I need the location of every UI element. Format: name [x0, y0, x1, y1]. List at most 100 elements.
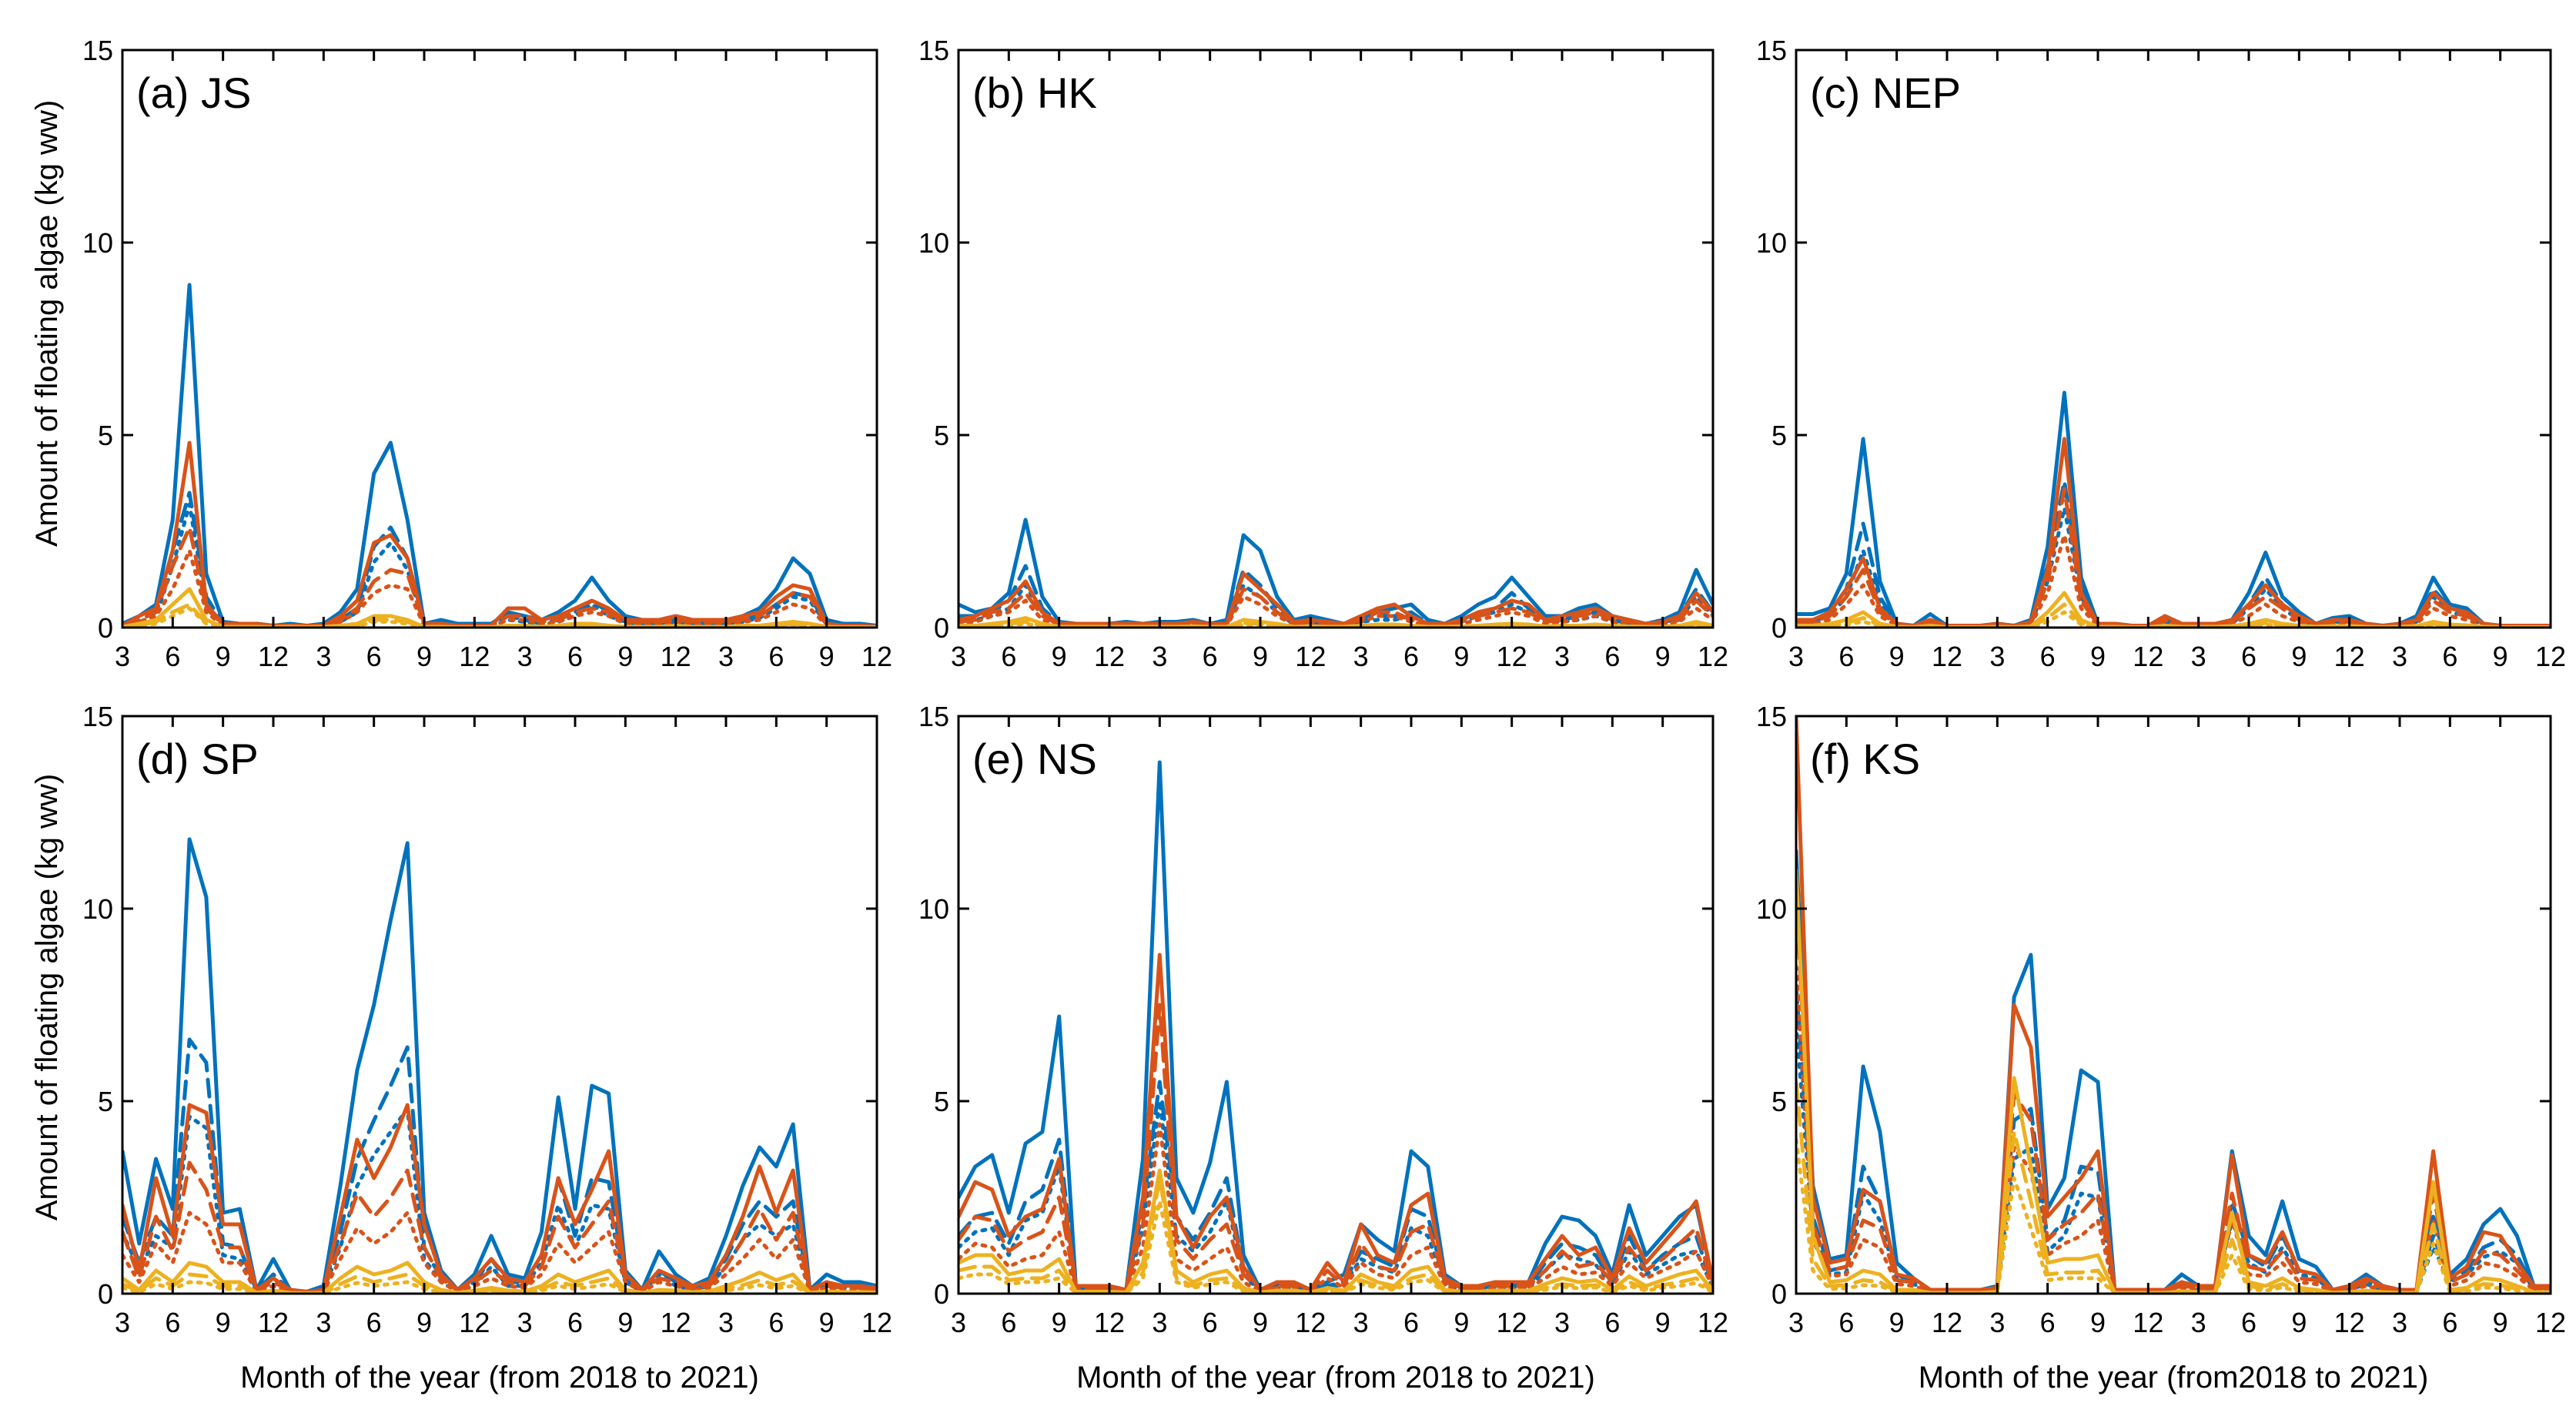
panel-c-xtick-label: 12 — [1932, 641, 1962, 672]
x-axis-label-d: Month of the year (from 2018 to 2021) — [240, 1361, 759, 1395]
panel-f-xtick-label: 6 — [2040, 1307, 2056, 1338]
panel-a-xtick-label: 6 — [567, 641, 583, 672]
panel-b-ytick-label: 5 — [934, 420, 949, 451]
panel-a-series-orange-solid — [122, 440, 877, 628]
panel-b-xtick-label: 6 — [1203, 641, 1218, 672]
panel-d: 0 5 10 15 3 6 9 12 3 6 9 12 3 6 9 12 3 6 9 12 (d) SP — [82, 701, 892, 1338]
panel-e-xtick-label: 12 — [1698, 1307, 1728, 1338]
panel-a-xtick-label: 12 — [459, 641, 490, 672]
panel-e-xtick-label: 3 — [1152, 1307, 1167, 1338]
panel-f-xtick-label: 3 — [2191, 1307, 2206, 1338]
panel-c-ytick-label: 5 — [1771, 420, 1787, 451]
panel-c: 0 5 10 15 3 6 9 12 3 6 9 12 3 6 9 12 3 6 9 12 (c) NEP — [1756, 35, 2566, 672]
panel-c-xtick-label: 9 — [1889, 641, 1905, 672]
panel-e: 0 5 10 15 3 6 9 12 3 6 9 12 3 6 9 12 3 6 9 12 (e) NS — [918, 701, 1728, 1338]
panel-e-xtick-label: 3 — [951, 1307, 966, 1338]
panel-f-xtick-label: 9 — [2090, 1307, 2106, 1338]
panel-b-xtick-label: 6 — [1604, 641, 1620, 672]
panel-c-ytick-label: 10 — [1756, 227, 1787, 259]
panel-d-xtick-label: 3 — [718, 1307, 734, 1338]
y-axis-label-bottom: Amount of floating algae (kg ww) — [30, 774, 64, 1220]
panel-c-xtick-label: 12 — [2535, 641, 2566, 672]
panel-b-xtick-label: 3 — [1353, 641, 1369, 672]
panel-d-series-blue-dash — [122, 1037, 877, 1294]
panel-b-title: (b) HK — [972, 69, 1097, 117]
panel-d-xtick-label: 9 — [617, 1307, 633, 1338]
panel-a-ytick-label: 10 — [82, 227, 113, 259]
panel-b-frame — [957, 49, 1715, 629]
panel-d-series-orange-solid — [122, 1103, 877, 1294]
panel-f-xtick-label: 6 — [2241, 1307, 2257, 1338]
panel-a-ytick-label: 0 — [98, 612, 113, 644]
panel-b-ytick-label: 10 — [918, 227, 949, 259]
panel-c-xtick-label: 9 — [2090, 641, 2106, 672]
panel-a-xtick-label: 12 — [258, 641, 289, 672]
panel-d-xtick-label: 9 — [417, 1307, 432, 1338]
panel-e-ytick-label: 15 — [918, 701, 949, 732]
panel-a-xtick-label: 6 — [366, 641, 382, 672]
panel-d-xtick-label: 6 — [768, 1307, 784, 1338]
panel-a-ytick-label: 15 — [82, 35, 113, 66]
panel-d-xtick-label: 3 — [115, 1307, 130, 1338]
panel-b-xtick-label: 3 — [1554, 641, 1570, 672]
panel-d-xtick-label: 6 — [165, 1307, 180, 1338]
panel-d-xtick-label: 12 — [459, 1307, 490, 1338]
panel-a-xtick-label: 12 — [661, 641, 691, 672]
panel-d-title: (d) SP — [136, 735, 259, 783]
panel-b-xtick-label: 6 — [1403, 641, 1419, 672]
panel-d-frame — [121, 715, 878, 1295]
panel-e-xtick-label: 9 — [1253, 1307, 1268, 1338]
panel-e-xtick-label: 6 — [1203, 1307, 1218, 1338]
panel-c-xtick-label: 6 — [2241, 641, 2257, 672]
panel-f-xtick-label: 9 — [2291, 1307, 2307, 1338]
panel-e-xtick-label: 6 — [1403, 1307, 1419, 1338]
panel-e-xtick-label: 6 — [1001, 1307, 1016, 1338]
panel-a-xtick-label: 9 — [417, 641, 432, 672]
panel-a-frame — [121, 49, 878, 629]
panel-a-ytick-label: 5 — [98, 420, 113, 451]
panels-group: 0 5 10 15 3 6 9 12 3 6 9 12 3 6 9 12 3 6 9 12 (a) JS 0 5 10 15 3 6… — [82, 35, 2566, 1338]
panel-c-frame — [1795, 49, 2552, 629]
x-axis-label-f: Month of the year (from2018 to 2021) — [1919, 1361, 2429, 1395]
panel-f-xtick-label: 3 — [1788, 1307, 1804, 1338]
panel-b-xtick-label: 12 — [1094, 641, 1125, 672]
panel-b-xtick-label: 12 — [1295, 641, 1326, 672]
panel-f-xtick-label: 12 — [2535, 1307, 2566, 1338]
panel-a-title: (a) JS — [136, 69, 251, 117]
panel-e-xtick-label: 9 — [1454, 1307, 1469, 1338]
panel-f-ytick-label: 0 — [1771, 1278, 1787, 1310]
panel-f-xtick-label: 12 — [2133, 1307, 2163, 1338]
panel-c-ytick-label: 15 — [1756, 35, 1787, 66]
panel-d-xtick-label: 3 — [517, 1307, 533, 1338]
panel-f-xtick-label: 12 — [2334, 1307, 2365, 1338]
panel-f-series-orange-solid — [1796, 716, 2551, 1292]
panel-a-xtick-label: 3 — [517, 641, 533, 672]
panel-e-ytick-label: 5 — [934, 1086, 949, 1117]
panel-e-series-orange-solid — [958, 953, 1713, 1292]
panel-f-xtick-label: 3 — [1989, 1307, 2005, 1338]
panel-c-xtick-label: 12 — [2133, 641, 2163, 672]
panel-d-ytick-label: 10 — [82, 893, 113, 925]
panel-e-series-orange-dot — [958, 1122, 1713, 1294]
panel-b-ytick-label: 15 — [918, 35, 949, 66]
panel-c-xtick-label: 3 — [1788, 641, 1804, 672]
panel-b-xtick-label: 9 — [1253, 641, 1268, 672]
panel-d-ytick-label: 5 — [98, 1086, 113, 1117]
panel-f-xtick-label: 9 — [1889, 1307, 1905, 1338]
panel-b-xtick-label: 9 — [1052, 641, 1067, 672]
panel-c-xtick-label: 6 — [2442, 641, 2457, 672]
panel-d-xtick-label: 9 — [819, 1307, 835, 1338]
panel-d-xtick-label: 3 — [316, 1307, 331, 1338]
panel-c-xtick-label: 12 — [2334, 641, 2365, 672]
panel-e-frame — [957, 715, 1715, 1295]
panel-e-ytick-label: 10 — [918, 893, 949, 925]
panel-e-xtick-label: 3 — [1554, 1307, 1570, 1338]
panel-a-xtick-label: 3 — [115, 641, 130, 672]
panel-f-ytick-label: 5 — [1771, 1086, 1787, 1117]
panel-c-title: (c) NEP — [1810, 69, 1961, 117]
panel-a-xtick-label: 6 — [165, 641, 180, 672]
panel-e-series-group — [958, 760, 1713, 1294]
panel-e-xtick-label: 9 — [1655, 1307, 1671, 1338]
